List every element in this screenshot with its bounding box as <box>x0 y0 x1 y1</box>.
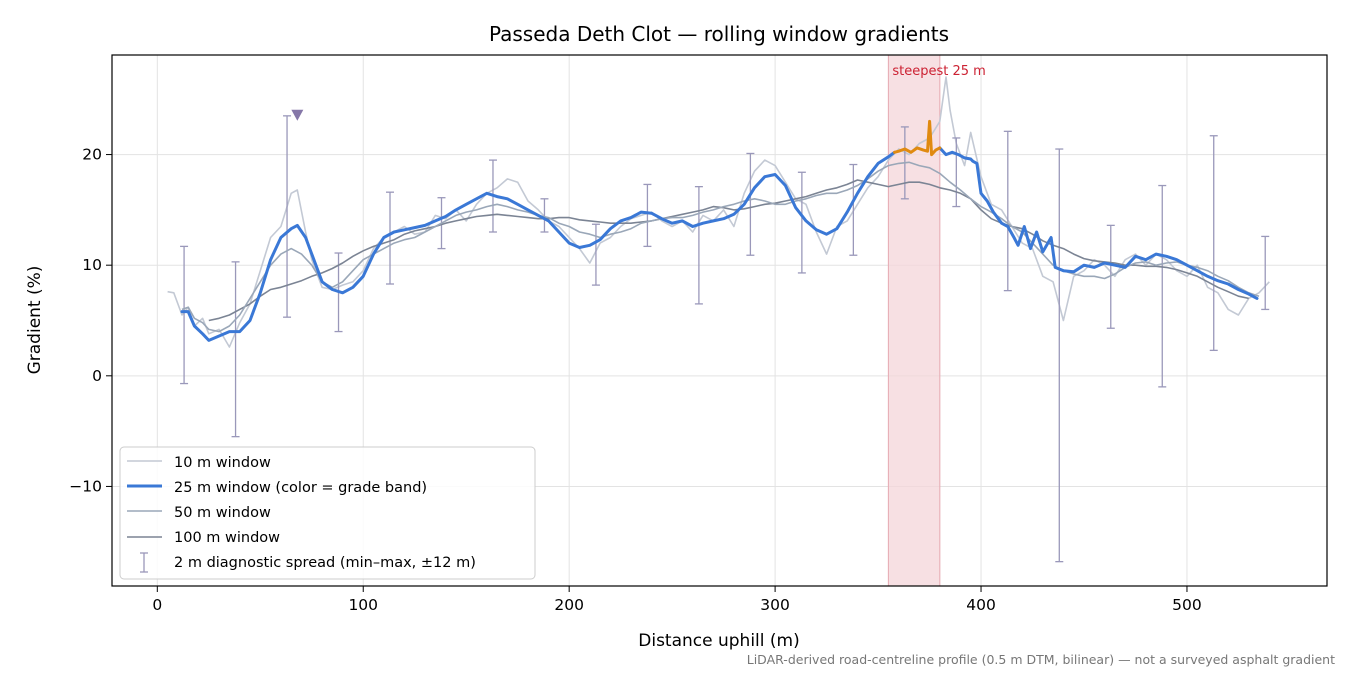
legend-box <box>119 446 536 580</box>
steepest-band-label: steepest 25 m <box>892 64 985 79</box>
spread-errorbar <box>1209 135 1218 352</box>
legend-label-spread: 2 m diagnostic spread (min–max, ±12 m) <box>174 555 476 571</box>
x-tick-label: 200 <box>554 596 584 614</box>
y-tick-label: 20 <box>82 146 102 164</box>
legend-label-25m: 25 m window (color = grade band) <box>174 480 427 496</box>
x-tick-label: 100 <box>348 596 378 614</box>
x-axis-label: Distance uphill (m) <box>638 631 799 651</box>
spread-errorbar <box>694 185 703 305</box>
spread-errorbar <box>1055 148 1064 563</box>
y-axis-label: Gradient (%) <box>25 266 45 375</box>
legend-swatch-spread <box>140 552 148 573</box>
series-10m-line <box>167 76 1270 348</box>
y-tick-label: 10 <box>82 256 102 274</box>
peak-marker-triangle <box>291 109 304 121</box>
legend: 10 m window 25 m window (color = grade b… <box>119 446 536 580</box>
spread-errorbar <box>643 183 652 248</box>
x-tick-label: 400 <box>966 596 996 614</box>
y-tick-label: 0 <box>92 367 102 385</box>
spread-errorbar <box>1158 184 1167 388</box>
series-25m-steepest-segment <box>893 119 942 157</box>
spread-errorbar <box>231 261 240 438</box>
x-tick-label: 0 <box>152 596 162 614</box>
axis-ticks: 0 100 200 300 400 500 −10 0 10 20 <box>69 146 1201 614</box>
series-50m-line <box>181 161 1260 333</box>
spread-errorbar <box>952 137 961 208</box>
spread-errorbar <box>1003 130 1012 292</box>
spread-errorbar <box>1261 235 1270 311</box>
series-25m-line-after <box>938 146 1259 300</box>
x-tick-label: 300 <box>760 596 790 614</box>
spread-errorbar <box>849 163 858 256</box>
spread-errorbar <box>746 152 755 256</box>
spread-errorbar <box>1106 224 1115 329</box>
chart-title: Passeda Deth Clot — rolling window gradi… <box>489 22 949 46</box>
footnote: LiDAR-derived road-centreline profile (0… <box>747 652 1335 667</box>
spread-errorbar <box>591 223 600 286</box>
x-tick-label: 500 <box>1172 596 1202 614</box>
spread-errorbar <box>283 115 292 318</box>
plot-frame <box>111 54 1328 587</box>
legend-label-10m: 10 m window <box>174 455 271 471</box>
spread-errorbar <box>540 198 549 233</box>
spread-errorbar <box>386 191 395 285</box>
series-100m-line <box>208 179 1249 322</box>
spread-errorbar <box>797 171 806 274</box>
series-25m-line <box>180 150 896 342</box>
spread-errorbar <box>180 245 189 385</box>
series-layer <box>167 76 1270 563</box>
marker-layer <box>291 109 304 121</box>
legend-label-50m: 50 m window <box>174 505 271 521</box>
y-tick-label: −10 <box>69 477 102 495</box>
legend-label-100m: 100 m window <box>174 530 280 546</box>
